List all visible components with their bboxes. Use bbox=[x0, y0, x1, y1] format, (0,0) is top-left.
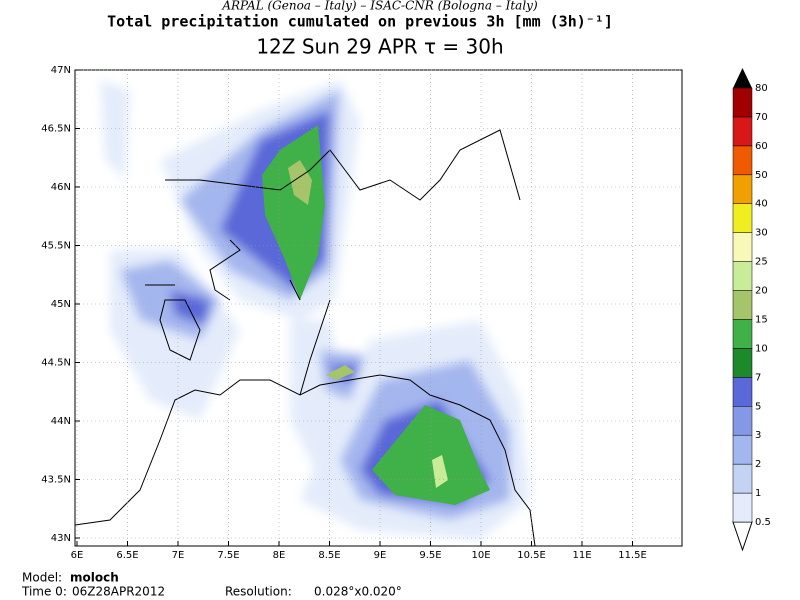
model-label: Model: bbox=[22, 571, 62, 585]
colorbar-label: 1 bbox=[755, 488, 761, 499]
colorbar-label: 15 bbox=[755, 314, 768, 325]
lon-label: 10E bbox=[471, 550, 490, 561]
subtitle: 12Z Sun 29 APR τ = 30h bbox=[256, 35, 503, 59]
colorbar-box bbox=[732, 348, 753, 378]
colorbar-box bbox=[732, 290, 753, 320]
lat-label: 43.5N bbox=[41, 475, 71, 486]
colorbar-label: 50 bbox=[755, 170, 768, 181]
lat-label: 43N bbox=[51, 533, 71, 544]
colorbar-label: 70 bbox=[755, 112, 768, 123]
colorbar-label: 5 bbox=[755, 401, 761, 412]
lon-label: 6.5E bbox=[116, 550, 138, 561]
colorbar-label: 20 bbox=[755, 286, 768, 297]
colorbar-box bbox=[732, 492, 753, 523]
lat-label: 45N bbox=[51, 299, 71, 310]
lon-label: 7E bbox=[172, 550, 185, 561]
time: 06Z28APR2012 bbox=[72, 585, 165, 599]
colorbar-box bbox=[732, 463, 753, 494]
lon-label: 11.5E bbox=[618, 550, 647, 561]
colorbar-label: 30 bbox=[755, 228, 768, 239]
coastline bbox=[74, 374, 536, 547]
lon-label: 9.5E bbox=[419, 550, 441, 561]
time-label: Time 0: bbox=[21, 585, 67, 599]
colorbar-box bbox=[732, 232, 753, 262]
lon-label: 8E bbox=[273, 550, 286, 561]
model: moloch bbox=[70, 571, 119, 585]
lat-label: 45.5N bbox=[41, 241, 71, 252]
borders bbox=[145, 129, 521, 396]
colorbar-label: 7 bbox=[755, 372, 761, 383]
colorbar-box bbox=[732, 87, 753, 118]
credits: ARPAL (Genoa – Italy) – ISAC-CNR (Bologn… bbox=[221, 0, 538, 13]
colorbar-box bbox=[732, 377, 753, 407]
lon-label: 8.5E bbox=[318, 550, 340, 561]
map bbox=[74, 69, 683, 547]
lon-label: 9E bbox=[374, 550, 387, 561]
lat-label: 44.5N bbox=[41, 358, 71, 369]
colorbar-box bbox=[732, 145, 753, 176]
rain-core bbox=[288, 160, 312, 205]
lon-label: 11E bbox=[572, 550, 591, 561]
rain-core bbox=[262, 125, 325, 300]
lon-label: 7.5E bbox=[217, 550, 239, 561]
lon-label: 10.5E bbox=[517, 550, 546, 561]
lat-label: 44N bbox=[51, 416, 71, 427]
lat-label: 47N bbox=[51, 65, 71, 76]
colorbar-box bbox=[732, 319, 753, 349]
colorbar-label: 2 bbox=[755, 459, 761, 470]
title: Total precipitation cumulated on previou… bbox=[107, 13, 613, 31]
colorbar-box bbox=[732, 434, 753, 465]
colorbar-label: 25 bbox=[755, 257, 768, 268]
colorbar-box bbox=[732, 406, 753, 436]
colorbar-box bbox=[732, 116, 753, 147]
lat-label: 46.5N bbox=[41, 124, 71, 135]
res: 0.028°x0.020° bbox=[314, 585, 402, 599]
colorbar-label: 80 bbox=[755, 83, 768, 94]
colorbar-box bbox=[732, 203, 753, 233]
colorbar-label: 3 bbox=[755, 430, 761, 441]
colorbar-label: 60 bbox=[755, 141, 768, 152]
rain-core bbox=[326, 365, 355, 380]
res-label: Resolution: bbox=[225, 585, 292, 599]
colorbar-box bbox=[732, 174, 753, 204]
colorbar-box bbox=[732, 261, 753, 291]
colorbar-over bbox=[733, 68, 752, 88]
colorbar-label: 40 bbox=[755, 199, 768, 210]
colorbar-label: 10 bbox=[755, 343, 768, 354]
lat-label: 46N bbox=[51, 182, 71, 193]
colorbar-under bbox=[732, 521, 753, 552]
lon-label: 6E bbox=[71, 550, 84, 561]
rain-core bbox=[372, 405, 490, 505]
colorbar-label: 0.5 bbox=[755, 517, 771, 528]
